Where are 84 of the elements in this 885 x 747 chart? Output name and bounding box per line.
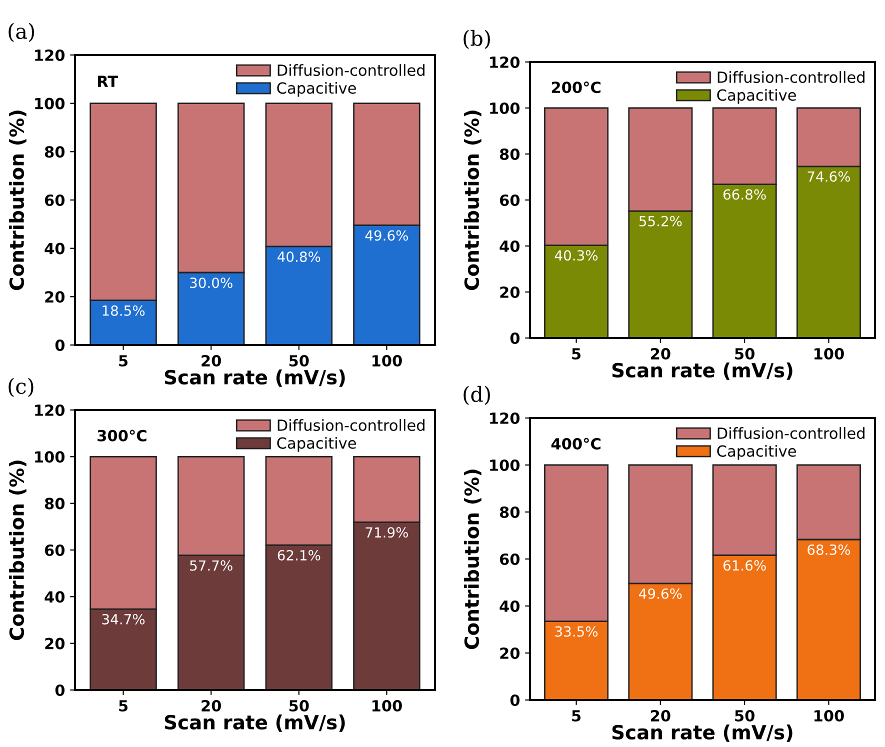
y-tick-label: 20 xyxy=(45,291,65,303)
x-tick-label: 50 xyxy=(735,710,754,722)
x-tick-label: 50 xyxy=(289,700,309,712)
y-tick-label: 120 xyxy=(35,404,65,416)
data-label: 40.3% xyxy=(554,250,598,261)
data-label: 68.3% xyxy=(808,544,850,555)
y-tick-label: 100 xyxy=(490,102,520,114)
y-tick-label: 20 xyxy=(500,286,520,298)
y-tick-label: 0 xyxy=(510,694,520,706)
y-tick-label: 20 xyxy=(45,638,65,650)
annotation: 300°C xyxy=(98,430,146,442)
y-tick-label: 40 xyxy=(44,591,65,603)
y-tick-label: 60 xyxy=(44,544,65,556)
y-tick-label: 0 xyxy=(510,332,520,344)
y-tick-label: 20 xyxy=(500,647,520,660)
data-label: 49.6% xyxy=(639,588,682,599)
y-tick-label: 40 xyxy=(500,600,520,612)
data-label: 55.2% xyxy=(639,216,682,226)
x-tick-label: 20 xyxy=(651,348,670,360)
data-label: 33.5% xyxy=(555,626,598,637)
annotation: 400°C xyxy=(551,438,600,450)
y-axis-title: Contribution (%) xyxy=(9,460,26,640)
data-label: 18.5% xyxy=(102,305,145,316)
y-tick-label: 100 xyxy=(35,98,65,110)
x-tick-label: 50 xyxy=(735,348,754,360)
data-label: 34.7% xyxy=(102,614,145,624)
y-tick-label: 0 xyxy=(55,339,65,352)
x-tick-label: 20 xyxy=(651,710,670,722)
text: (b) xyxy=(464,30,490,49)
legend-label: Diffusion-controlled xyxy=(278,64,424,76)
y-tick-label: 80 xyxy=(500,148,520,160)
x-tick-label: 100 xyxy=(372,700,402,712)
x-axis-title: Scan rate (mV/s) xyxy=(612,362,792,380)
x-axis-title: Scan rate (mV/s) xyxy=(164,370,345,387)
legend-label: Diffusion-controlled xyxy=(718,427,864,439)
data-label: 66.8% xyxy=(723,189,766,200)
y-tick-label: 120 xyxy=(35,49,65,62)
x-tick-label: 100 xyxy=(814,348,844,360)
legend-label: Capacitive xyxy=(717,445,796,460)
x-tick-label: 20 xyxy=(202,354,221,367)
y-axis-title: Contribution (%) xyxy=(9,110,26,290)
annotation: 200°C xyxy=(552,81,600,94)
y-tick-label: 80 xyxy=(44,498,65,510)
legend-label: Capacitive xyxy=(717,89,796,104)
x-tick-label: 100 xyxy=(814,710,844,722)
annotation: RT xyxy=(98,76,118,87)
y-axis-title: Contribution (%) xyxy=(464,470,482,650)
text: (a) xyxy=(8,22,34,42)
x-tick-label: 5 xyxy=(572,710,581,722)
y-tick-label: 100 xyxy=(35,451,65,463)
x-tick-label: 5 xyxy=(119,700,128,712)
y-tick-label: 100 xyxy=(490,459,520,472)
y-tick-label: 80 xyxy=(500,506,520,518)
x-tick-label: 100 xyxy=(372,354,402,367)
data-label: 74.6% xyxy=(808,171,850,182)
data-label: 61.6% xyxy=(723,560,766,571)
y-tick-label: 60 xyxy=(500,194,520,206)
legend-label: Capacitive xyxy=(277,437,356,452)
y-tick-label: 60 xyxy=(500,553,520,566)
y-tick-label: 40 xyxy=(500,240,520,252)
y-tick-label: 120 xyxy=(490,412,520,424)
legend-label: Diffusion-controlled xyxy=(718,71,864,83)
text: (c) xyxy=(8,378,34,397)
y-axis-title: Contribution (%) xyxy=(464,110,482,290)
x-tick-label: 5 xyxy=(572,348,581,360)
data-label: 71.9% xyxy=(366,527,408,538)
y-tick-label: 0 xyxy=(55,684,65,696)
y-tick-label: 40 xyxy=(44,242,65,254)
x-axis-title: Scan rate (mV/s) xyxy=(164,714,345,732)
text: (d) xyxy=(464,386,490,405)
x-tick-label: 5 xyxy=(119,355,128,367)
data-label: 30.0% xyxy=(190,278,232,288)
y-tick-label: 80 xyxy=(44,146,65,158)
y-tick-label: 60 xyxy=(44,194,65,206)
x-axis-title: Scan rate (mV/s) xyxy=(612,724,792,742)
legend-label: Diffusion-controlled xyxy=(278,419,424,431)
y-tick-label: 120 xyxy=(490,56,520,68)
data-label: 49.6% xyxy=(365,230,408,241)
data-label: 62.1% xyxy=(278,550,320,561)
x-tick-label: 50 xyxy=(289,354,309,367)
legend-label: Capacitive xyxy=(277,82,356,97)
x-tick-label: 20 xyxy=(202,700,221,712)
data-label: 40.8% xyxy=(278,251,320,262)
data-label: 57.7% xyxy=(190,560,232,571)
